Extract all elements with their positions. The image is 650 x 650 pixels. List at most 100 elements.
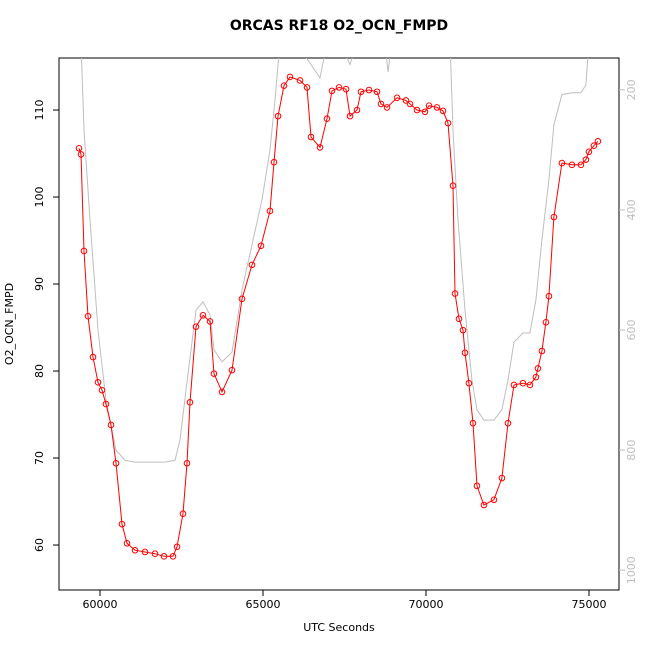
point xyxy=(490,496,498,504)
point xyxy=(473,482,481,490)
point xyxy=(585,148,593,156)
point xyxy=(455,315,463,323)
point xyxy=(303,84,311,91)
plot-area xyxy=(75,58,602,560)
y2-tick-label: 800 xyxy=(625,440,638,461)
point xyxy=(80,247,88,255)
point xyxy=(353,106,361,114)
point xyxy=(357,88,365,96)
point xyxy=(199,312,207,319)
point xyxy=(582,156,590,163)
point xyxy=(449,182,457,190)
plot-frame xyxy=(58,57,620,591)
point xyxy=(323,115,331,123)
point xyxy=(107,421,115,429)
point xyxy=(451,290,459,297)
point xyxy=(402,97,410,104)
point xyxy=(526,381,534,389)
point xyxy=(558,159,566,167)
point xyxy=(425,102,433,109)
point xyxy=(444,119,452,127)
point xyxy=(373,88,381,96)
y-tick-label: 90 xyxy=(33,277,46,291)
point xyxy=(469,419,477,427)
point xyxy=(210,370,218,377)
point xyxy=(274,112,282,120)
point xyxy=(77,151,85,158)
point xyxy=(266,207,274,215)
point xyxy=(94,379,102,386)
point xyxy=(383,104,391,111)
point xyxy=(534,365,542,372)
point xyxy=(75,145,83,152)
y2-tick-label: 1000 xyxy=(625,556,638,584)
y-tick-label: 60 xyxy=(33,538,46,552)
x-axis-label: UTC Seconds xyxy=(303,621,375,634)
point xyxy=(439,107,447,115)
x-tick-label: 70000 xyxy=(409,598,444,611)
series-line xyxy=(78,76,599,557)
point xyxy=(519,379,527,387)
point xyxy=(248,261,256,269)
point xyxy=(257,242,265,250)
point xyxy=(480,501,488,509)
y-tick-label: 70 xyxy=(33,451,46,465)
point xyxy=(84,312,92,320)
y2-tick-label: 400 xyxy=(625,199,638,220)
point xyxy=(286,73,294,81)
point xyxy=(532,373,540,381)
point xyxy=(112,459,120,467)
point xyxy=(307,133,315,141)
point xyxy=(594,138,602,145)
point xyxy=(192,323,200,330)
point xyxy=(123,539,131,547)
point xyxy=(568,161,576,169)
point xyxy=(186,399,194,406)
point xyxy=(461,349,469,357)
point xyxy=(141,548,149,556)
point xyxy=(406,100,414,108)
point xyxy=(118,520,126,528)
point xyxy=(377,100,385,108)
point xyxy=(160,553,168,560)
point xyxy=(421,108,429,116)
point xyxy=(538,347,546,355)
y2-tick-label: 200 xyxy=(625,79,638,100)
y-tick-label: 100 xyxy=(33,187,46,208)
series-line xyxy=(81,58,589,463)
point xyxy=(218,388,226,396)
point xyxy=(228,366,236,374)
x-tick-label: 65000 xyxy=(246,598,281,611)
point xyxy=(346,112,354,120)
x-tick-label: 75000 xyxy=(572,598,607,611)
point xyxy=(365,86,373,94)
point xyxy=(169,553,177,560)
point xyxy=(413,106,421,114)
point xyxy=(577,161,585,169)
y-tick-label: 80 xyxy=(33,364,46,378)
point xyxy=(206,318,214,325)
point xyxy=(433,104,441,111)
point xyxy=(183,459,191,467)
point xyxy=(498,474,506,482)
point xyxy=(270,158,278,166)
point xyxy=(98,386,106,394)
point xyxy=(131,546,139,554)
point xyxy=(542,319,550,326)
point xyxy=(335,84,343,91)
point xyxy=(102,400,110,408)
point xyxy=(342,85,350,93)
y-tick-label: 110 xyxy=(33,100,46,121)
point xyxy=(465,379,473,387)
y-axis-label: O2_OCN_FMPD xyxy=(3,283,16,365)
point xyxy=(151,550,159,558)
point xyxy=(328,87,336,95)
x-tick-label: 60000 xyxy=(83,598,118,611)
point xyxy=(459,326,467,334)
point xyxy=(504,419,512,427)
point xyxy=(296,77,304,84)
point xyxy=(280,82,288,89)
point xyxy=(550,213,558,221)
point xyxy=(510,381,518,389)
